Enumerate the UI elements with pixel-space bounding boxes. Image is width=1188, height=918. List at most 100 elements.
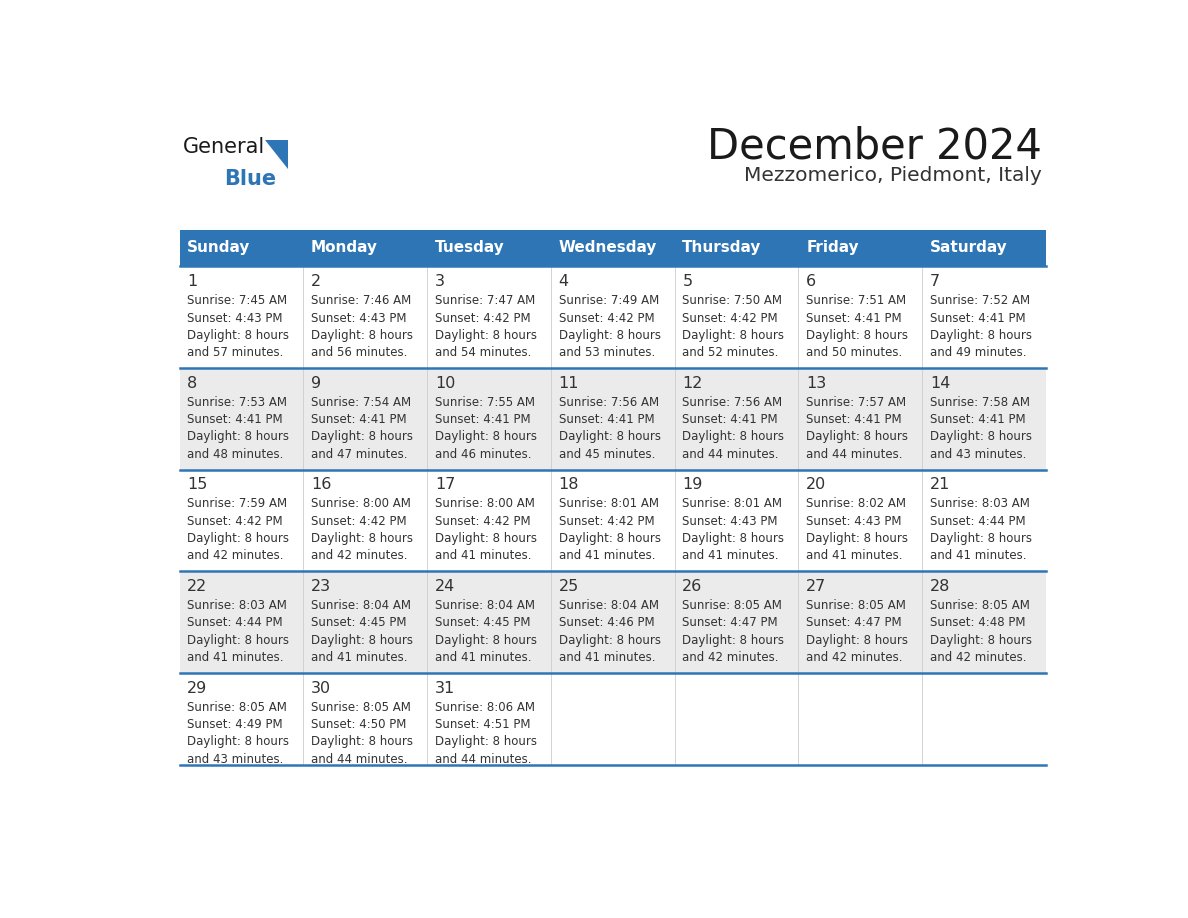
Text: 27: 27 — [807, 579, 827, 594]
Bar — [303, 470, 426, 571]
Text: Sunrise: 8:03 AM: Sunrise: 8:03 AM — [930, 498, 1030, 510]
Text: Sunset: 4:47 PM: Sunset: 4:47 PM — [682, 616, 778, 630]
Bar — [675, 470, 798, 571]
Text: Sunrise: 8:05 AM: Sunrise: 8:05 AM — [807, 599, 906, 612]
Text: Wednesday: Wednesday — [558, 241, 657, 255]
Text: Sunrise: 7:56 AM: Sunrise: 7:56 AM — [682, 396, 783, 409]
Text: 4: 4 — [558, 274, 569, 289]
Text: and 41 minutes.: and 41 minutes. — [930, 550, 1026, 563]
Bar — [798, 673, 922, 766]
Text: Sunset: 4:50 PM: Sunset: 4:50 PM — [311, 718, 406, 731]
Text: 11: 11 — [558, 375, 579, 391]
Text: Sunset: 4:46 PM: Sunset: 4:46 PM — [558, 616, 655, 630]
Text: and 48 minutes.: and 48 minutes. — [188, 448, 284, 461]
Text: Sunrise: 7:47 AM: Sunrise: 7:47 AM — [435, 294, 535, 308]
Text: 16: 16 — [311, 477, 331, 492]
Text: Sunset: 4:41 PM: Sunset: 4:41 PM — [558, 413, 655, 426]
Text: Sunrise: 7:50 AM: Sunrise: 7:50 AM — [682, 294, 783, 308]
Text: Sunrise: 8:05 AM: Sunrise: 8:05 AM — [682, 599, 782, 612]
Text: and 50 minutes.: and 50 minutes. — [807, 346, 903, 359]
Text: Daylight: 8 hours: Daylight: 8 hours — [311, 431, 413, 443]
Text: Daylight: 8 hours: Daylight: 8 hours — [188, 329, 289, 341]
Text: Daylight: 8 hours: Daylight: 8 hours — [807, 431, 908, 443]
Text: 31: 31 — [435, 681, 455, 696]
Text: and 42 minutes.: and 42 minutes. — [930, 651, 1026, 664]
Text: Daylight: 8 hours: Daylight: 8 hours — [311, 329, 413, 341]
Text: Daylight: 8 hours: Daylight: 8 hours — [930, 633, 1032, 647]
Text: and 53 minutes.: and 53 minutes. — [558, 346, 655, 359]
Text: Daylight: 8 hours: Daylight: 8 hours — [807, 633, 908, 647]
Text: and 44 minutes.: and 44 minutes. — [807, 448, 903, 461]
Text: Sunset: 4:42 PM: Sunset: 4:42 PM — [558, 311, 655, 325]
Bar — [551, 470, 675, 571]
Text: 26: 26 — [682, 579, 702, 594]
Text: Sunset: 4:42 PM: Sunset: 4:42 PM — [558, 515, 655, 528]
Text: and 45 minutes.: and 45 minutes. — [558, 448, 655, 461]
Text: Daylight: 8 hours: Daylight: 8 hours — [930, 532, 1032, 545]
Bar — [303, 266, 426, 368]
Text: Daylight: 8 hours: Daylight: 8 hours — [682, 431, 784, 443]
Text: 8: 8 — [188, 375, 197, 391]
Text: Daylight: 8 hours: Daylight: 8 hours — [558, 431, 661, 443]
Text: and 44 minutes.: and 44 minutes. — [311, 753, 407, 766]
Text: Daylight: 8 hours: Daylight: 8 hours — [682, 633, 784, 647]
Text: Sunset: 4:41 PM: Sunset: 4:41 PM — [930, 311, 1025, 325]
Text: Sunrise: 8:02 AM: Sunrise: 8:02 AM — [807, 498, 906, 510]
Text: Sunrise: 8:05 AM: Sunrise: 8:05 AM — [930, 599, 1030, 612]
Bar — [303, 673, 426, 766]
Text: 5: 5 — [682, 274, 693, 289]
Bar — [922, 266, 1045, 368]
Text: Sunset: 4:42 PM: Sunset: 4:42 PM — [311, 515, 406, 528]
Text: Sunrise: 7:56 AM: Sunrise: 7:56 AM — [558, 396, 658, 409]
Text: 9: 9 — [311, 375, 321, 391]
Text: 29: 29 — [188, 681, 208, 696]
Text: Sunrise: 8:04 AM: Sunrise: 8:04 AM — [435, 599, 535, 612]
Text: Daylight: 8 hours: Daylight: 8 hours — [558, 633, 661, 647]
Text: Daylight: 8 hours: Daylight: 8 hours — [682, 532, 784, 545]
Text: 14: 14 — [930, 375, 950, 391]
Text: Sunset: 4:47 PM: Sunset: 4:47 PM — [807, 616, 902, 630]
Bar — [798, 266, 922, 368]
Text: and 43 minutes.: and 43 minutes. — [188, 753, 284, 766]
Bar — [179, 571, 303, 673]
Text: and 56 minutes.: and 56 minutes. — [311, 346, 407, 359]
Text: Sunrise: 8:03 AM: Sunrise: 8:03 AM — [188, 599, 287, 612]
Bar — [426, 470, 551, 571]
Text: Daylight: 8 hours: Daylight: 8 hours — [188, 735, 289, 748]
Text: and 42 minutes.: and 42 minutes. — [682, 651, 779, 664]
Text: Friday: Friday — [807, 241, 859, 255]
Text: Sunrise: 8:05 AM: Sunrise: 8:05 AM — [188, 700, 287, 714]
Text: Daylight: 8 hours: Daylight: 8 hours — [311, 532, 413, 545]
Text: 17: 17 — [435, 477, 455, 492]
Text: and 41 minutes.: and 41 minutes. — [435, 550, 531, 563]
Bar — [675, 368, 798, 470]
Text: Sunset: 4:41 PM: Sunset: 4:41 PM — [930, 413, 1025, 426]
Text: Sunrise: 8:00 AM: Sunrise: 8:00 AM — [435, 498, 535, 510]
Text: Sunset: 4:42 PM: Sunset: 4:42 PM — [682, 311, 778, 325]
Bar — [179, 673, 303, 766]
Polygon shape — [265, 140, 287, 170]
Text: Sunrise: 8:00 AM: Sunrise: 8:00 AM — [311, 498, 411, 510]
Text: Sunset: 4:41 PM: Sunset: 4:41 PM — [807, 413, 902, 426]
Text: Sunrise: 8:04 AM: Sunrise: 8:04 AM — [311, 599, 411, 612]
Text: Mezzomerico, Piedmont, Italy: Mezzomerico, Piedmont, Italy — [745, 165, 1042, 185]
Text: Sunrise: 7:59 AM: Sunrise: 7:59 AM — [188, 498, 287, 510]
Text: Sunset: 4:43 PM: Sunset: 4:43 PM — [188, 311, 283, 325]
Text: Sunset: 4:41 PM: Sunset: 4:41 PM — [435, 413, 530, 426]
Text: Sunset: 4:45 PM: Sunset: 4:45 PM — [435, 616, 530, 630]
Text: 19: 19 — [682, 477, 703, 492]
Bar — [303, 571, 426, 673]
Text: Sunset: 4:41 PM: Sunset: 4:41 PM — [807, 311, 902, 325]
Text: and 46 minutes.: and 46 minutes. — [435, 448, 531, 461]
Text: Sunrise: 7:46 AM: Sunrise: 7:46 AM — [311, 294, 411, 308]
Text: Daylight: 8 hours: Daylight: 8 hours — [311, 735, 413, 748]
Text: 12: 12 — [682, 375, 703, 391]
Text: Sunset: 4:43 PM: Sunset: 4:43 PM — [311, 311, 406, 325]
Text: Sunset: 4:43 PM: Sunset: 4:43 PM — [807, 515, 902, 528]
Text: and 41 minutes.: and 41 minutes. — [435, 651, 531, 664]
Text: 23: 23 — [311, 579, 331, 594]
Text: Sunset: 4:45 PM: Sunset: 4:45 PM — [311, 616, 406, 630]
Text: and 54 minutes.: and 54 minutes. — [435, 346, 531, 359]
Text: 7: 7 — [930, 274, 940, 289]
Bar — [798, 368, 922, 470]
